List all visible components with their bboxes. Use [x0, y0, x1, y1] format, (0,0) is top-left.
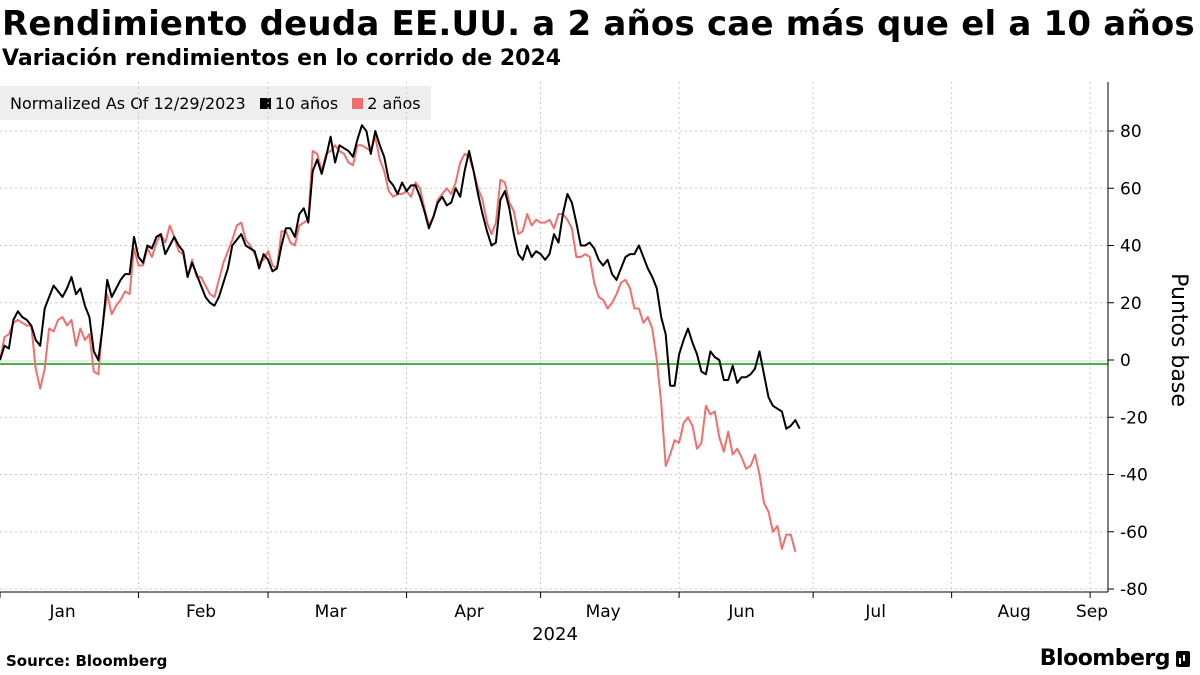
- y-tick-label: -40: [1120, 466, 1148, 486]
- x-tick-label: Feb: [186, 602, 216, 622]
- x-tick-label: Aug: [998, 602, 1031, 622]
- y-tick-label: -80: [1120, 580, 1148, 600]
- zero-line: [0, 360, 1108, 365]
- legend-note: Normalized As Of 12/29/2023: [10, 93, 246, 113]
- grid: [0, 82, 1108, 592]
- bloomberg-logo: Bloomberg: [1040, 646, 1190, 671]
- source-note: Source: Bloomberg: [6, 652, 168, 670]
- x-tick-label: Mar: [315, 602, 347, 622]
- legend-swatch-2y: [352, 97, 364, 109]
- y-tick-label: 40: [1120, 237, 1142, 257]
- y-tick-label: 60: [1120, 179, 1142, 199]
- x-tick-label: Jun: [727, 602, 755, 622]
- chart-subtitle: Variación rendimientos en lo corrido de …: [2, 46, 562, 71]
- brand-name: Bloomberg: [1039, 646, 1171, 671]
- legend-label-2y: 2 años: [367, 93, 421, 113]
- bloomberg-mark-icon: [1176, 650, 1190, 667]
- y-tick-label: 0: [1120, 351, 1131, 371]
- x-year-label: 2024: [532, 624, 578, 645]
- series-line-2y: [0, 135, 797, 553]
- x-tick-label: Jul: [864, 602, 886, 622]
- x-tick-label: May: [586, 602, 621, 622]
- legend: Normalized As Of 12/29/2023 10 años 2 añ…: [0, 86, 431, 120]
- legend-item-2y: 2 años: [352, 93, 421, 113]
- y-tick-label: -60: [1120, 523, 1148, 543]
- x-tick-label: Jan: [48, 602, 75, 622]
- series-lines: [0, 124, 801, 553]
- y-axis-label: Puntos base: [1166, 273, 1191, 407]
- x-tick-label: Apr: [454, 602, 483, 622]
- series-line-10y: [0, 124, 801, 430]
- x-tick-label: Sep: [1076, 602, 1108, 622]
- chart-title: Rendimiento deuda EE.UU. a 2 años cae má…: [2, 4, 1195, 44]
- legend-label-10y: 10 años: [274, 93, 339, 113]
- y-axis: 80 60 40 20 0 -20 -40 -60 -80: [1107, 82, 1148, 600]
- legend-swatch-10y: [259, 97, 271, 109]
- y-tick-label: -20: [1120, 408, 1148, 428]
- y-tick-label: 20: [1120, 294, 1142, 314]
- x-axis: Jan Feb Mar Apr May Jun Jul Aug Sep: [0, 591, 1108, 622]
- legend-item-10y: 10 años: [259, 93, 339, 113]
- y-tick-label: 80: [1120, 122, 1142, 142]
